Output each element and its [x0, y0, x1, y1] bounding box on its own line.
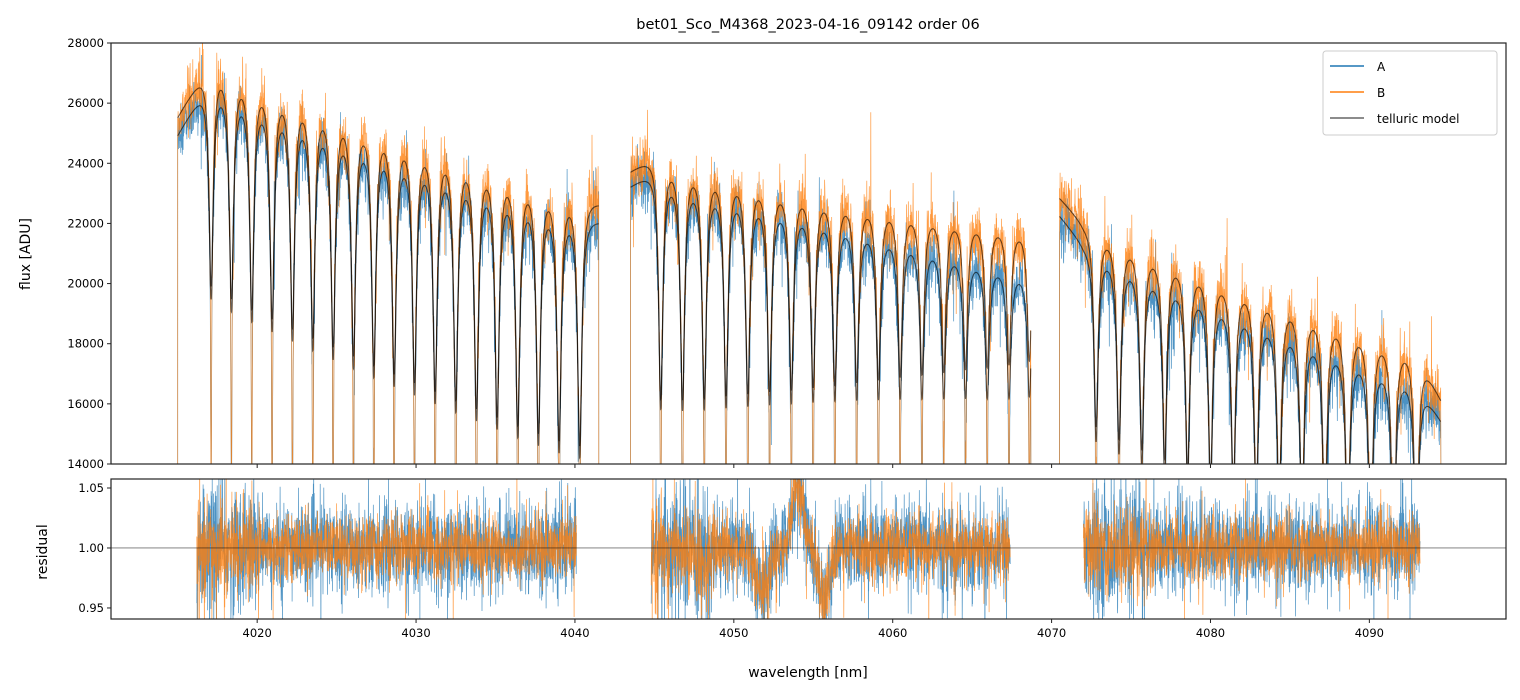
telluric-model-b-line	[177, 87, 599, 447]
flux-axes-frame	[110, 42, 1507, 465]
telluric-model-b-line	[1059, 198, 1442, 464]
y-tick-label: 26000	[67, 96, 104, 110]
y-tick-label: 24000	[67, 156, 104, 170]
y-tick-label: 28000	[67, 36, 104, 50]
residual-axes-frame	[110, 478, 1507, 620]
y-tick-label: 0.95	[78, 601, 104, 615]
residual-panel: 0.95 1.00 1.05 4020 4030 4040 4050 4060 4070 408…	[35, 478, 1507, 681]
x-tick-label: 4060	[878, 626, 907, 640]
flux-panel: 14000 16000 18000 20000 22000 24000 26000 28000…	[18, 36, 1507, 471]
series-b-residual-line	[650, 479, 1011, 619]
y-tick-label: 16000	[67, 397, 104, 411]
telluric-model-a-line	[1059, 216, 1442, 464]
legend: A B telluric model	[1322, 50, 1498, 136]
y-tick-label: 22000	[67, 216, 104, 230]
x-tick-label: 4090	[1355, 626, 1384, 640]
series-b-flux-line	[1059, 172, 1442, 464]
telluric-model-b-line	[630, 166, 1032, 402]
telluric-model-a-line	[630, 180, 1032, 412]
x-tick-label: 4040	[560, 626, 589, 640]
flux-y-axis-label: flux [ADU]	[18, 218, 34, 290]
chart-title: bet01_Sco_M4368_2023-04-16_09142 order 0…	[636, 17, 979, 33]
legend-label-b: B	[1377, 86, 1385, 100]
x-tick-label: 4020	[243, 626, 272, 640]
y-tick-label: 18000	[67, 337, 104, 351]
x-tick-label: 4050	[719, 626, 748, 640]
y-tick-label: 20000	[67, 277, 104, 291]
series-b-residual-line	[196, 479, 577, 619]
y-tick-label: 1.00	[78, 541, 104, 555]
x-tick-label: 4030	[401, 626, 430, 640]
x-axis-label: wavelength [nm]	[748, 665, 867, 681]
series-b-residual-line	[1083, 479, 1421, 619]
legend-label-model: telluric model	[1377, 112, 1459, 126]
series-a-flux-line	[1059, 191, 1442, 464]
telluric-model-a-line	[177, 105, 599, 460]
x-tick-label: 4080	[1196, 626, 1225, 640]
x-tick-label: 4070	[1037, 626, 1066, 640]
residual-y-axis-label: residual	[35, 524, 51, 579]
y-tick-label: 1.05	[78, 481, 104, 495]
legend-label-a: A	[1377, 60, 1386, 74]
y-tick-label: 14000	[67, 457, 104, 471]
